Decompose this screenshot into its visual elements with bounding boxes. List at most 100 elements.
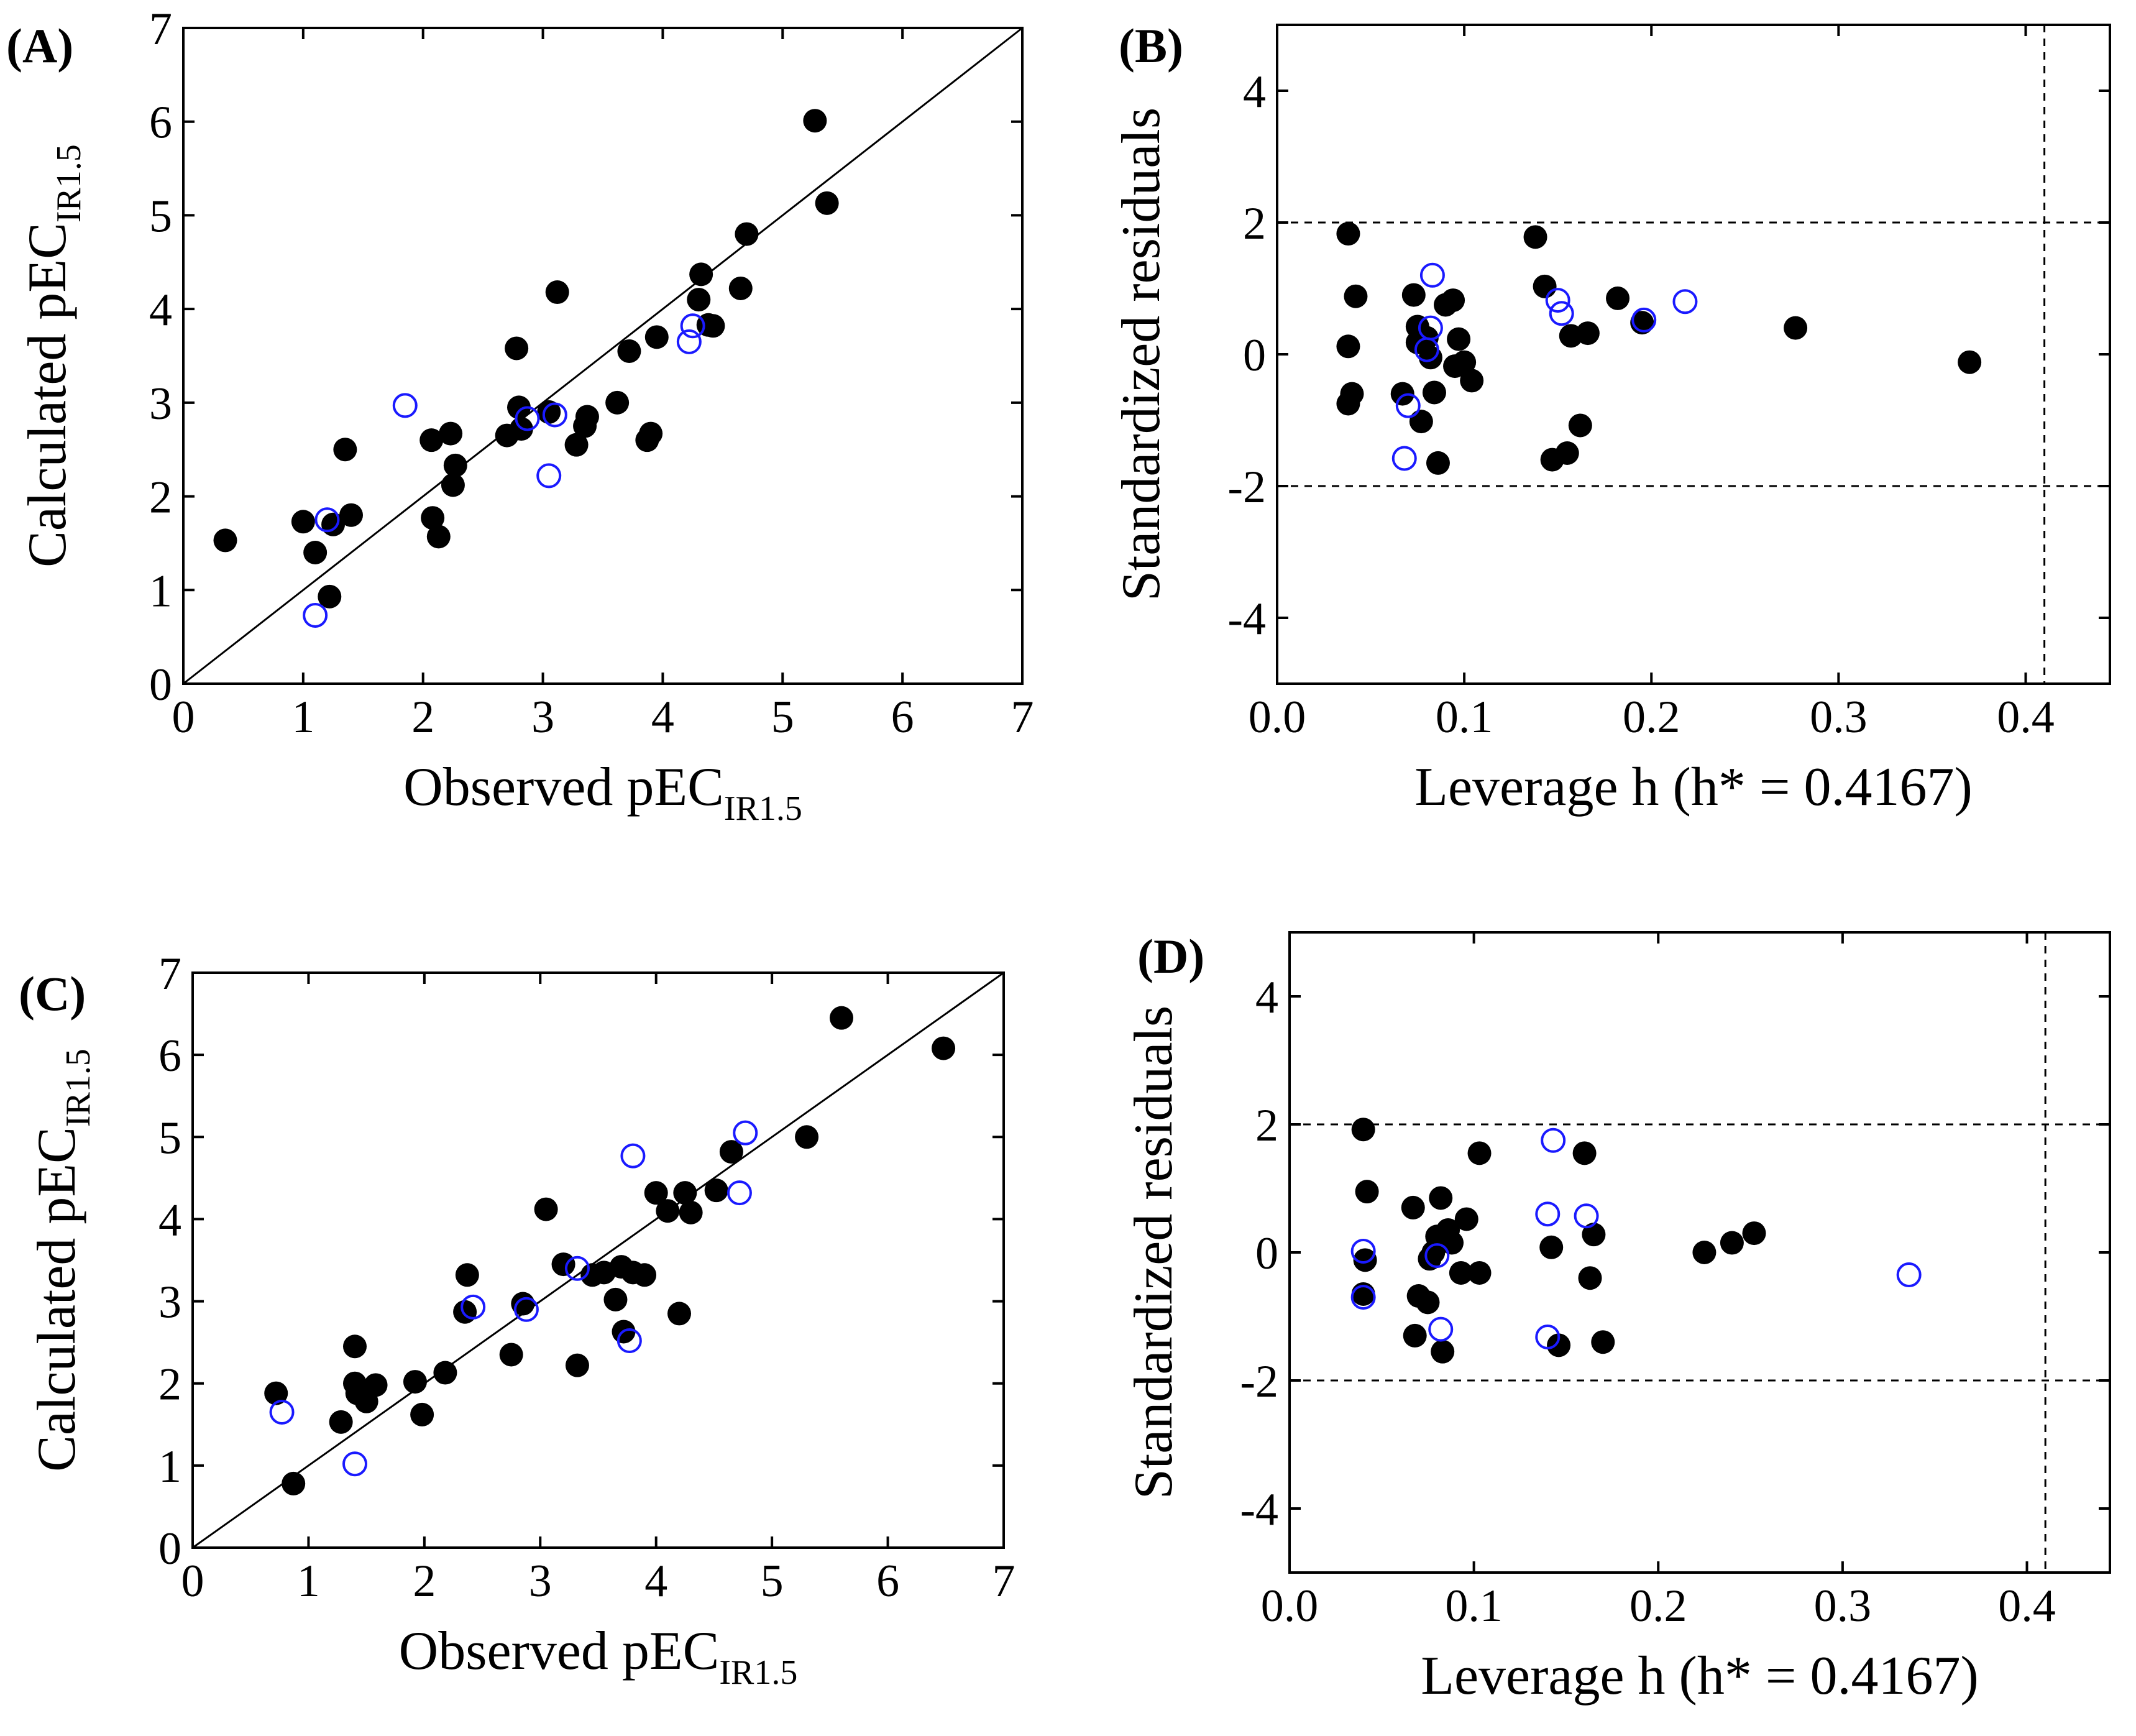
- test-point: [1896, 1262, 1922, 1288]
- test-point: [1395, 393, 1421, 418]
- x-tick-label: 5: [761, 1556, 784, 1607]
- plot-frame: [191, 971, 1005, 1549]
- training-point: [213, 528, 237, 553]
- x-tick-label: 2: [413, 1556, 436, 1607]
- x-axis-title-subscript: IR1.5: [719, 1653, 797, 1692]
- x-tick-label: 0.4: [1998, 1581, 2056, 1632]
- training-point: [932, 1036, 956, 1060]
- y-tick-label: 4: [149, 285, 172, 336]
- training-point: [719, 1140, 743, 1164]
- training-point: [439, 421, 463, 446]
- training-point: [1784, 316, 1808, 340]
- training-point: [1539, 1235, 1564, 1259]
- test-point: [1545, 288, 1570, 313]
- training-point: [282, 1471, 306, 1495]
- training-point: [1355, 1180, 1379, 1204]
- training-point: [1447, 327, 1471, 351]
- training-point: [1568, 413, 1592, 438]
- test-point: [536, 463, 562, 489]
- x-tick-label: 4: [651, 692, 674, 743]
- panel-a-chart: 0 1 2 3 4 5 6 7 0 1 2 3 4 5 6 7 Observed pECIR1.5 Calcula…: [6, 4, 1034, 828]
- training-point: [1742, 1221, 1766, 1246]
- x-tick-label: 0.2: [1623, 692, 1680, 743]
- test-point: [1419, 262, 1445, 288]
- training-point: [1547, 1333, 1571, 1357]
- training-point: [644, 325, 669, 349]
- test-point: [269, 1399, 295, 1425]
- training-point: [1454, 1207, 1478, 1231]
- training-point: [410, 1402, 434, 1426]
- training-point: [1606, 286, 1630, 310]
- x-tick-label: 3: [531, 692, 554, 743]
- training-point: [1351, 1118, 1375, 1142]
- training-point: [673, 1181, 697, 1205]
- x-tick-label: 4: [644, 1556, 667, 1607]
- x-tick-label: 0.0: [1249, 692, 1306, 743]
- y-tick-label: 2: [1243, 198, 1266, 249]
- training-point: [639, 421, 663, 446]
- training-point: [701, 314, 725, 338]
- y-tick-label: 1: [158, 1441, 181, 1492]
- training-point: [534, 1197, 558, 1221]
- x-axis-title: Leverage h (h* = 0.4167): [1421, 1646, 1979, 1706]
- training-point: [364, 1373, 388, 1397]
- y-tick-label: 5: [149, 191, 172, 242]
- training-point: [605, 390, 630, 415]
- y-tick-label: 2: [158, 1359, 181, 1410]
- training-point: [644, 1181, 668, 1205]
- training-point: [1452, 350, 1477, 374]
- training-point: [1401, 1195, 1425, 1219]
- x-tick-label: 0: [181, 1556, 204, 1607]
- training-point: [433, 1361, 457, 1385]
- test-point: [1428, 1316, 1454, 1342]
- x-tick-label: 0.1: [1445, 1581, 1503, 1632]
- training-point: [1431, 1339, 1455, 1364]
- training-point: [1591, 1330, 1615, 1354]
- y-tick-label: 0: [1243, 330, 1266, 381]
- test-point: [1535, 1201, 1561, 1227]
- training-point: [1403, 1323, 1427, 1348]
- y-tick-label: 0: [1255, 1228, 1278, 1279]
- test-point: [461, 1294, 486, 1320]
- training-point: [1578, 1266, 1602, 1290]
- training-point: [545, 280, 569, 305]
- x-tick-label: 0.2: [1630, 1581, 1687, 1632]
- training-point: [551, 1252, 575, 1277]
- y-axis-title-subscript: IR1.5: [59, 1049, 98, 1127]
- test-point: [1350, 1238, 1376, 1264]
- y-tick-label: 7: [158, 948, 181, 999]
- panel-label: (C): [19, 967, 86, 1021]
- y-tick-label: 1: [149, 566, 172, 617]
- training-point: [339, 503, 363, 527]
- training-point: [679, 1200, 703, 1224]
- training-point: [1336, 334, 1360, 359]
- training-point: [1958, 350, 1982, 374]
- training-point: [633, 1263, 657, 1287]
- y-tick-label: 2: [1255, 1100, 1278, 1151]
- y-axis-title: Standardized residuals: [1111, 108, 1171, 601]
- x-tick-label: 0.4: [1997, 692, 2055, 743]
- test-point: [314, 507, 340, 533]
- x-tick-label: 0.3: [1810, 692, 1868, 743]
- x-axis-title-subscript: IR1.5: [724, 789, 802, 828]
- training-point: [1353, 1248, 1377, 1272]
- training-point: [1429, 1186, 1453, 1210]
- x-tick-label: 6: [891, 692, 914, 743]
- training-point: [1441, 288, 1465, 313]
- panel-label: (B): [1119, 19, 1183, 73]
- training-point: [441, 473, 465, 497]
- training-point: [704, 1178, 728, 1203]
- training-point: [1692, 1241, 1717, 1264]
- training-point: [1340, 382, 1364, 406]
- test-point: [542, 402, 567, 428]
- training-point: [815, 191, 839, 215]
- training-point: [499, 1343, 523, 1367]
- training-point: [1336, 222, 1360, 246]
- training-point: [1449, 1261, 1473, 1285]
- training-point: [453, 1300, 477, 1324]
- x-axis-title: Observed pECIR1.5: [399, 1621, 798, 1692]
- test-point: [1418, 315, 1443, 341]
- y-tick-label: 7: [149, 4, 172, 55]
- test-point: [1541, 1127, 1566, 1153]
